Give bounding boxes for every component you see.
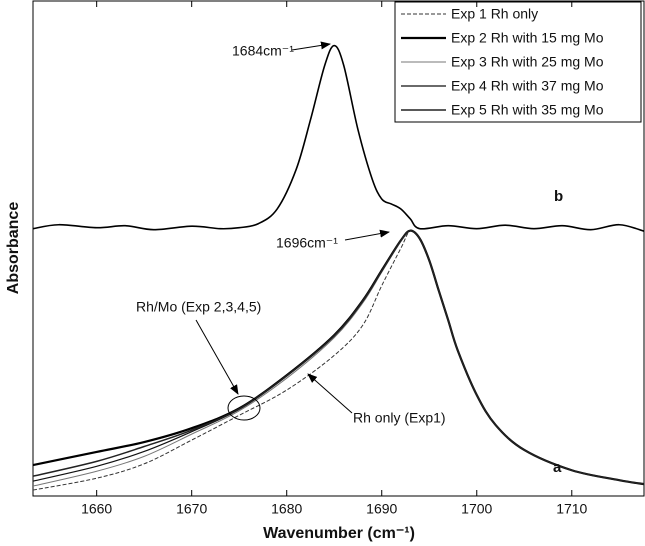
x-tick-label: 1680: [271, 501, 302, 517]
annotation: Rh/Mo (Exp 2,3,4,5): [136, 299, 261, 315]
x-tick-label: 1710: [556, 501, 587, 517]
spectrum-line: [32, 229, 645, 486]
x-tick-label: 1670: [176, 501, 207, 517]
plot-frame: [32, 0, 645, 497]
arrow: [344, 229, 390, 241]
curves: [32, 44, 645, 491]
legend-items: Exp 1 Rh only Exp 2 Rh with 15 mg Mo Exp 3…: [401, 6, 604, 118]
spectrum-line: [32, 44, 645, 232]
arrow: [291, 41, 331, 51]
y-axis-label: Absorbance: [5, 202, 22, 295]
arrow: [307, 373, 353, 414]
x-tick-label: 1660: [81, 501, 112, 517]
spectrum-line: [32, 229, 645, 485]
legend-label: Exp 1 Rh only: [451, 6, 538, 22]
x-axis-label: Wavenumber (cm⁻¹): [263, 525, 415, 542]
legend-label: Exp 3 Rh with 25 mg Mo: [451, 54, 604, 70]
spectrum-line: [32, 230, 645, 487]
spectrum-line: [32, 229, 645, 491]
trace-label: b: [554, 188, 563, 205]
annotation: 1696cm⁻¹: [276, 235, 338, 251]
arrow: [195, 319, 239, 395]
annotation: Rh only (Exp1): [353, 410, 446, 426]
highlight-circle: [227, 395, 261, 421]
legend-label: Exp 2 Rh with 15 mg Mo: [451, 30, 604, 46]
legend-label: Exp 4 Rh with 37 mg Mo: [451, 78, 604, 94]
x-tick-label: 1700: [461, 501, 492, 517]
x-tick-label: 1690: [366, 501, 397, 517]
trace-label: a: [553, 459, 562, 476]
legend-label: Exp 5 Rh with 35 mg Mo: [451, 102, 604, 118]
annotation: 1684cm⁻¹: [232, 43, 294, 59]
